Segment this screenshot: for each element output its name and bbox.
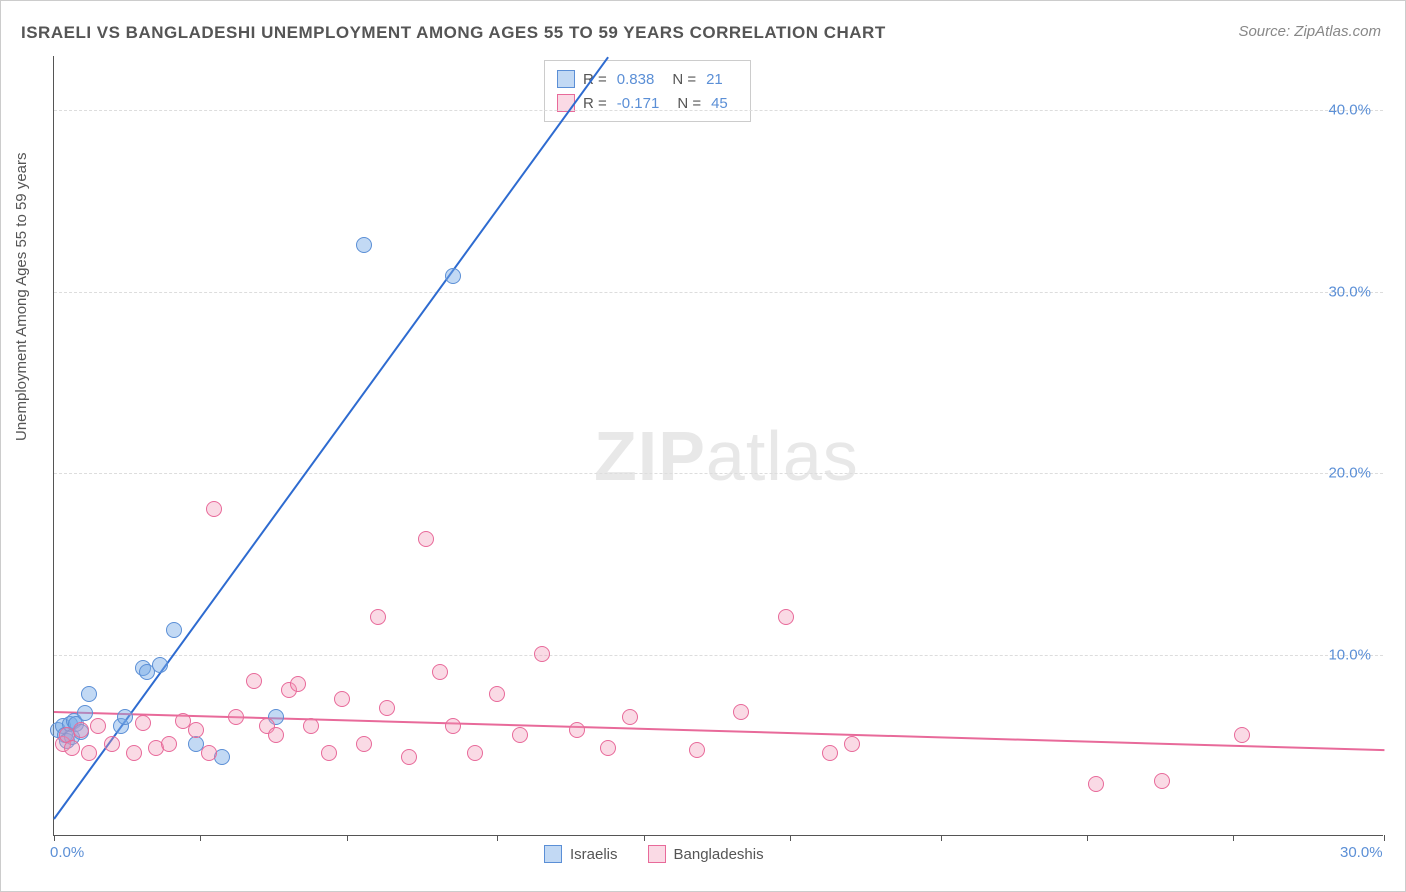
gridline: [54, 655, 1383, 656]
x-tick-label: 30.0%: [1340, 844, 1383, 861]
data-point: [418, 531, 434, 547]
x-tick-label: 0.0%: [50, 844, 84, 861]
legend-r-label: R =: [583, 95, 607, 112]
x-tick-mark: [1233, 835, 1234, 841]
data-point: [81, 686, 97, 702]
data-point: [303, 718, 319, 734]
data-point: [778, 609, 794, 625]
data-point: [290, 676, 306, 692]
y-tick-label: 30.0%: [1328, 283, 1371, 300]
legend-swatch: [557, 70, 575, 88]
x-tick-mark: [941, 835, 942, 841]
trend-line: [54, 711, 1384, 751]
correlation-legend: R =0.838N =21R =-0.171N =45: [544, 60, 751, 122]
data-point: [356, 237, 372, 253]
data-point: [246, 673, 262, 689]
chart-container: ISRAELI VS BANGLADESHI UNEMPLOYMENT AMON…: [0, 0, 1406, 892]
y-tick-label: 20.0%: [1328, 465, 1371, 482]
data-point: [512, 727, 528, 743]
series-legend: Israelis Bangladeshis: [544, 845, 764, 863]
data-point: [334, 691, 350, 707]
data-point: [64, 740, 80, 756]
data-point: [201, 745, 217, 761]
x-tick-mark: [347, 835, 348, 841]
data-point: [166, 622, 182, 638]
data-point: [370, 609, 386, 625]
gridline: [54, 110, 1383, 111]
data-point: [228, 709, 244, 725]
data-point: [401, 749, 417, 765]
data-point: [77, 705, 93, 721]
data-point: [534, 646, 550, 662]
data-point: [81, 745, 97, 761]
series-legend-item: Israelis: [544, 845, 618, 863]
watermark: ZIPatlas: [594, 416, 859, 496]
data-point: [822, 745, 838, 761]
data-point: [356, 736, 372, 752]
legend-n-value: 21: [706, 71, 723, 88]
data-point: [733, 704, 749, 720]
gridline: [54, 292, 1383, 293]
data-point: [1154, 773, 1170, 789]
y-tick-label: 10.0%: [1328, 646, 1371, 663]
data-point: [379, 700, 395, 716]
data-point: [73, 722, 89, 738]
legend-swatch: [544, 845, 562, 863]
x-tick-mark: [1384, 835, 1385, 841]
x-tick-mark: [790, 835, 791, 841]
data-point: [1088, 776, 1104, 792]
source-label: Source: ZipAtlas.com: [1238, 23, 1381, 40]
data-point: [268, 727, 284, 743]
data-point: [445, 268, 461, 284]
x-tick-mark: [1087, 835, 1088, 841]
data-point: [489, 686, 505, 702]
legend-r-value: -0.171: [617, 95, 660, 112]
data-point: [321, 745, 337, 761]
series-legend-item: Bangladeshis: [648, 845, 764, 863]
data-point: [844, 736, 860, 752]
data-point: [569, 722, 585, 738]
legend-swatch: [648, 845, 666, 863]
data-point: [445, 718, 461, 734]
trend-line: [53, 56, 609, 819]
x-tick-mark: [644, 835, 645, 841]
data-point: [161, 736, 177, 752]
data-point: [117, 709, 133, 725]
data-point: [206, 501, 222, 517]
data-point: [432, 664, 448, 680]
data-point: [152, 657, 168, 673]
data-point: [126, 745, 142, 761]
plot-area: ZIPatlas R =0.838N =21R =-0.171N =45 Isr…: [53, 56, 1383, 836]
y-axis-label: Unemployment Among Ages 55 to 59 years: [13, 152, 30, 441]
legend-n-value: 45: [711, 95, 728, 112]
data-point: [135, 715, 151, 731]
data-point: [1234, 727, 1250, 743]
data-point: [600, 740, 616, 756]
data-point: [622, 709, 638, 725]
legend-r-value: 0.838: [617, 71, 655, 88]
data-point: [104, 736, 120, 752]
gridline: [54, 473, 1383, 474]
chart-title: ISRAELI VS BANGLADESHI UNEMPLOYMENT AMON…: [21, 23, 886, 43]
data-point: [188, 722, 204, 738]
x-tick-mark: [497, 835, 498, 841]
data-point: [467, 745, 483, 761]
data-point: [689, 742, 705, 758]
series-legend-label: Israelis: [570, 846, 618, 863]
legend-n-label: N =: [672, 71, 696, 88]
y-tick-label: 40.0%: [1328, 102, 1371, 119]
legend-n-label: N =: [677, 95, 701, 112]
series-legend-label: Bangladeshis: [674, 846, 764, 863]
x-tick-mark: [200, 835, 201, 841]
data-point: [90, 718, 106, 734]
x-tick-mark: [54, 835, 55, 841]
